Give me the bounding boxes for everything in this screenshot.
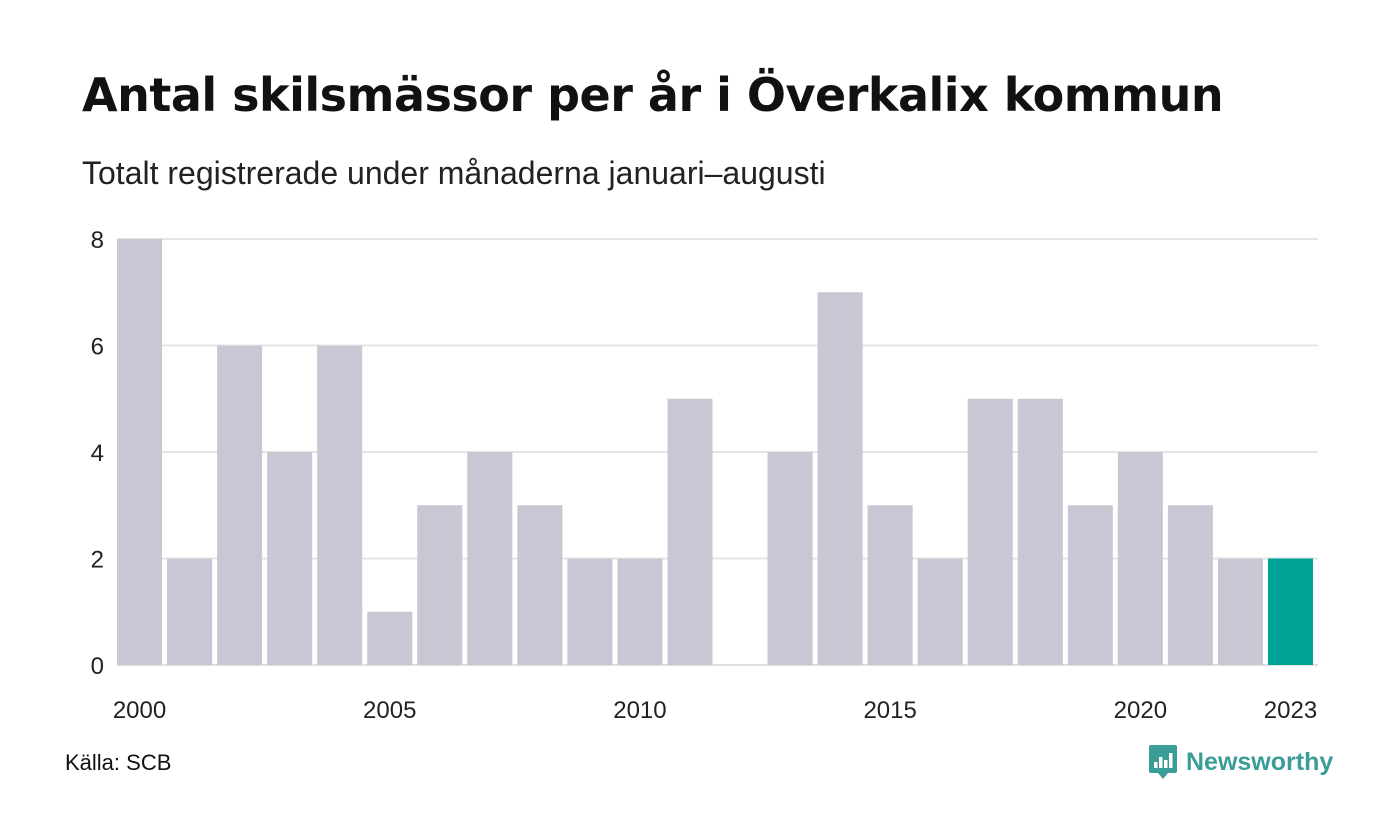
- bar-2023: [1267, 558, 1313, 665]
- bar-2021: [1167, 505, 1213, 665]
- bar-2007: [467, 452, 513, 665]
- x-tick-label-2020: 2020: [1114, 697, 1167, 724]
- x-tick-label-2000: 2000: [113, 697, 166, 724]
- x-tick-label-2023: 2023: [1264, 697, 1317, 724]
- x-tick-label-2010: 2010: [613, 697, 666, 724]
- bar-2014: [817, 292, 863, 665]
- bar-2005: [367, 611, 413, 665]
- y-tick-label-0: 0: [91, 653, 104, 680]
- x-tick-label-2015: 2015: [863, 697, 916, 724]
- x-axis-ticks: 2000 2005 2010 2015 2020 2023: [113, 697, 1317, 724]
- bars: [117, 239, 1313, 665]
- bar-2000: [117, 239, 163, 665]
- bar-2018: [1017, 398, 1063, 665]
- chart-title: Antal skilsmässor per år i Överkalix kom…: [82, 68, 1224, 122]
- bar-2010: [617, 558, 663, 665]
- chart-subtitle: Totalt registrerade under månaderna janu…: [82, 155, 826, 191]
- bar-2017: [967, 398, 1013, 665]
- newsworthy-logo-icon: [1149, 745, 1177, 779]
- y-axis-ticks: 0 2 4 6 8: [91, 227, 104, 680]
- y-tick-label-2: 2: [91, 547, 104, 574]
- bar-2022: [1217, 558, 1263, 665]
- y-tick-label-8: 8: [91, 227, 104, 254]
- bar-2006: [417, 505, 463, 665]
- bar-2003: [267, 452, 313, 665]
- source-note: Källa: SCB: [65, 750, 172, 775]
- brand-name: Newsworthy: [1186, 747, 1334, 776]
- bar-2011: [667, 398, 713, 665]
- y-tick-label-6: 6: [91, 334, 104, 361]
- bar-2002: [217, 345, 263, 665]
- x-tick-label-2005: 2005: [363, 697, 416, 724]
- bar-2016: [917, 558, 963, 665]
- y-tick-label-4: 4: [91, 440, 104, 467]
- bar-2001: [167, 558, 213, 665]
- bar-2009: [567, 558, 613, 665]
- bar-2020: [1117, 452, 1163, 665]
- bar-2013: [767, 452, 813, 665]
- bar-2004: [317, 345, 363, 665]
- brand-logo: Newsworthy: [1148, 744, 1333, 780]
- bar-2015: [867, 505, 913, 665]
- bar-2008: [517, 505, 563, 665]
- bar-2019: [1067, 505, 1113, 665]
